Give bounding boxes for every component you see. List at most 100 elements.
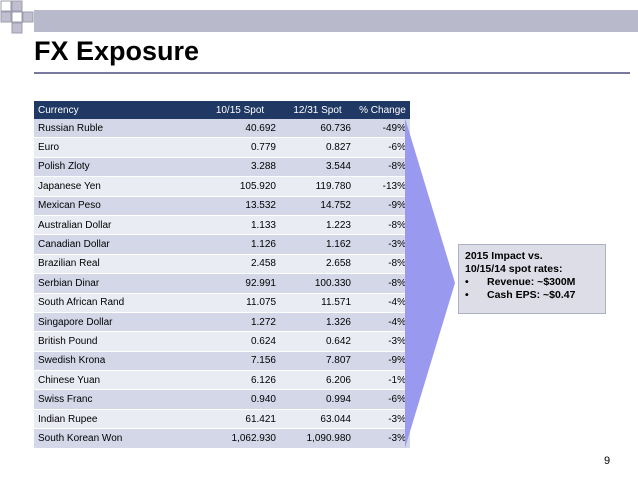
- cell-10-15-spot: 61.421: [200, 409, 280, 430]
- table-row: Australian Dollar 1.133 1.223 -8%: [34, 215, 410, 236]
- bullet-marker: •: [465, 276, 469, 288]
- cell-10-15-spot: 7.156: [200, 351, 280, 372]
- impact-line-2: 10/15/14 spot rates:: [465, 263, 563, 275]
- chevron-arrow-icon: [405, 118, 455, 448]
- cell-12-31-spot: 100.330: [280, 273, 355, 294]
- cell-10-15-spot: 11.075: [200, 293, 280, 313]
- cell-currency: Mexican Peso: [34, 196, 200, 216]
- table-row: Brazilian Real 2.458 2.658 -8%: [34, 254, 410, 275]
- fx-rate-table: Currency 10/15 Spot 12/31 Spot % Change …: [34, 101, 410, 449]
- cell-pct-change: -4%: [355, 312, 410, 333]
- slide-title: FX Exposure: [34, 36, 200, 66]
- table-row: Euro 0.779 0.827 -6%: [34, 137, 410, 158]
- cell-12-31-spot: 119.780: [280, 176, 355, 197]
- cell-12-31-spot: 11.571: [280, 293, 355, 313]
- cell-currency: British Pound: [34, 331, 200, 352]
- cell-10-15-spot: 0.779: [200, 137, 280, 158]
- cell-pct-change: -9%: [355, 196, 410, 216]
- cell-currency: Russian Ruble: [34, 119, 200, 139]
- cell-pct-change: -8%: [355, 215, 410, 236]
- cell-10-15-spot: 1.272: [200, 312, 280, 333]
- table-row: Serbian Dinar 92.991 100.330 -8%: [34, 273, 410, 294]
- table-row: Polish Zloty 3.288 3.544 -8%: [34, 157, 410, 178]
- cell-12-31-spot: 0.642: [280, 331, 355, 352]
- cell-10-15-spot: 1,062.930: [200, 428, 280, 449]
- table-row: South African Rand 11.075 11.571 -4%: [34, 293, 410, 313]
- bullet-marker: •: [465, 289, 469, 301]
- cell-currency: Swiss Franc: [34, 389, 200, 410]
- cell-12-31-spot: 2.658: [280, 254, 355, 275]
- impact-line-1: 2015 Impact vs.: [465, 250, 543, 262]
- cell-pct-change: -3%: [355, 234, 410, 255]
- cell-10-15-spot: 1.126: [200, 234, 280, 255]
- cell-currency: South African Rand: [34, 293, 200, 313]
- cell-currency: Swedish Krona: [34, 351, 200, 372]
- table-row: Swiss Franc 0.940 0.994 -6%: [34, 389, 410, 410]
- table-row: Russian Ruble 40.692 60.736 -49%: [34, 119, 410, 139]
- cell-pct-change: -3%: [355, 331, 410, 352]
- cell-currency: South Korean Won: [34, 428, 200, 449]
- cell-12-31-spot: 63.044: [280, 409, 355, 430]
- table-row: Chinese Yuan 6.126 6.206 -1%: [34, 370, 410, 391]
- cell-pct-change: -3%: [355, 428, 410, 449]
- cell-10-15-spot: 13.532: [200, 196, 280, 216]
- table-row: Japanese Yen 105.920 119.780 -13%: [34, 176, 410, 197]
- cell-12-31-spot: 14.752: [280, 196, 355, 216]
- column-header-12-31-spot: 12/31 Spot: [280, 101, 355, 119]
- cell-pct-change: -49%: [355, 119, 410, 139]
- cell-pct-change: -6%: [355, 137, 410, 158]
- table-row: Canadian Dollar 1.126 1.162 -3%: [34, 234, 410, 255]
- cell-currency: Singapore Dollar: [34, 312, 200, 333]
- table-header-row: Currency 10/15 Spot 12/31 Spot % Change: [34, 101, 410, 119]
- impact-bullet-text: Cash EPS: ~$0.47: [487, 289, 576, 301]
- cell-currency: Canadian Dollar: [34, 234, 200, 255]
- cell-currency: Chinese Yuan: [34, 370, 200, 391]
- cell-10-15-spot: 3.288: [200, 157, 280, 178]
- cell-pct-change: -6%: [355, 389, 410, 410]
- cell-pct-change: -4%: [355, 293, 410, 313]
- cell-10-15-spot: 6.126: [200, 370, 280, 391]
- cell-10-15-spot: 0.624: [200, 331, 280, 352]
- table-row: Mexican Peso 13.532 14.752 -9%: [34, 196, 410, 216]
- table-row: Singapore Dollar 1.272 1.326 -4%: [34, 312, 410, 333]
- table-row: Swedish Krona 7.156 7.807 -9%: [34, 351, 410, 372]
- cell-pct-change: -3%: [355, 409, 410, 430]
- cell-12-31-spot: 1,090.980: [280, 428, 355, 449]
- column-header-10-15-spot: 10/15 Spot: [200, 101, 280, 119]
- cell-currency: Japanese Yen: [34, 176, 200, 197]
- cell-12-31-spot: 1.162: [280, 234, 355, 255]
- cell-currency: Brazilian Real: [34, 254, 200, 275]
- cell-12-31-spot: 7.807: [280, 351, 355, 372]
- column-header-pct-change: % Change: [355, 101, 410, 119]
- cell-10-15-spot: 40.692: [200, 119, 280, 139]
- table-row: South Korean Won 1,062.930 1,090.980 -3%: [34, 428, 410, 449]
- impact-callout-box: 2015 Impact vs. 10/15/14 spot rates: • R…: [458, 244, 606, 314]
- corner-squares-decoration: [0, 0, 34, 34]
- cell-10-15-spot: 105.920: [200, 176, 280, 197]
- cell-10-15-spot: 92.991: [200, 273, 280, 294]
- page-number: 9: [604, 455, 611, 467]
- cell-10-15-spot: 0.940: [200, 389, 280, 410]
- cell-currency: Euro: [34, 137, 200, 158]
- cell-pct-change: -1%: [355, 370, 410, 391]
- impact-bullet-eps: • Cash EPS: ~$0.47: [465, 289, 599, 302]
- cell-pct-change: -13%: [355, 176, 410, 197]
- table-body: Russian Ruble 40.692 60.736 -49% Euro 0.779 0.…: [34, 119, 410, 449]
- table-row: Indian Rupee 61.421 63.044 -3%: [34, 409, 410, 430]
- cell-pct-change: -9%: [355, 351, 410, 372]
- cell-12-31-spot: 1.326: [280, 312, 355, 333]
- cell-12-31-spot: 3.544: [280, 157, 355, 178]
- impact-bullet-text: Revenue: ~$300M: [487, 276, 576, 288]
- cell-currency: Serbian Dinar: [34, 273, 200, 294]
- header-band: [34, 10, 638, 32]
- column-header-currency: Currency: [34, 101, 200, 119]
- cell-10-15-spot: 2.458: [200, 254, 280, 275]
- cell-10-15-spot: 1.133: [200, 215, 280, 236]
- cell-pct-change: -8%: [355, 157, 410, 178]
- cell-currency: Australian Dollar: [34, 215, 200, 236]
- cell-pct-change: -8%: [355, 273, 410, 294]
- cell-pct-change: -8%: [355, 254, 410, 275]
- impact-bullet-revenue: • Revenue: ~$300M: [465, 276, 599, 289]
- table-row: British Pound 0.624 0.642 -3%: [34, 331, 410, 352]
- cell-12-31-spot: 1.223: [280, 215, 355, 236]
